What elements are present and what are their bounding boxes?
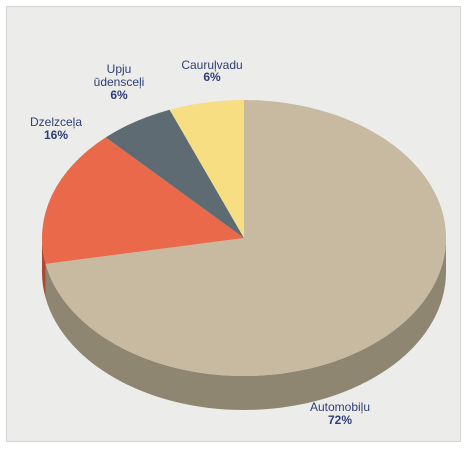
pie-slices <box>42 100 447 377</box>
label-caurulvadu-value: 6% <box>203 70 221 84</box>
label-automobilu-name: Automobiļu <box>310 400 370 414</box>
pie-side-automobilu <box>45 238 447 411</box>
pie-sides <box>42 238 447 411</box>
label-upju: Upju ūdensceļi 6% <box>94 62 145 102</box>
label-dzelzcela: Dzelzceļa 16% <box>30 115 82 142</box>
label-automobilu-value: 72% <box>328 413 352 427</box>
label-upju-name-line1: Upju <box>107 62 132 76</box>
label-upju-name-line2: ūdensceļi <box>94 75 145 89</box>
pie-slice-automobilu <box>45 100 447 377</box>
pie-slice-dzelzcela <box>42 137 244 264</box>
pie-slice-upju <box>105 109 244 238</box>
label-dzelzcela-value: 16% <box>44 128 68 142</box>
label-upju-value: 6% <box>110 88 128 102</box>
label-caurulvadu-name: Cauruļvadu <box>181 58 242 72</box>
label-automobilu: Automobiļu 72% <box>310 400 370 427</box>
label-caurulvadu: Cauruļvadu 6% <box>181 58 242 84</box>
pie-side-dzelzcela <box>42 238 46 298</box>
pie-slice-caurulvadu <box>169 100 244 238</box>
label-dzelzcela-name: Dzelzceļa <box>30 115 82 129</box>
